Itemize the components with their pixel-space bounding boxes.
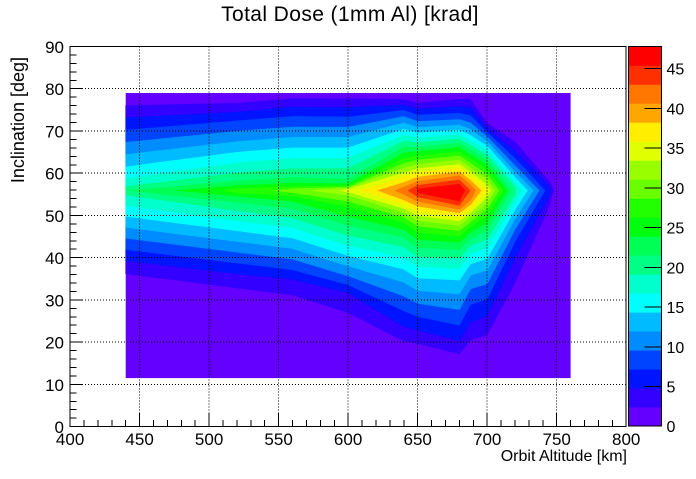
svg-text:450: 450 (125, 430, 153, 449)
svg-text:500: 500 (195, 430, 223, 449)
svg-text:650: 650 (404, 430, 432, 449)
svg-text:800: 800 (612, 430, 640, 449)
svg-text:50: 50 (45, 207, 64, 226)
svg-text:600: 600 (334, 430, 362, 449)
svg-text:90: 90 (45, 38, 64, 57)
svg-text:400: 400 (56, 430, 84, 449)
svg-text:550: 550 (264, 430, 292, 449)
svg-text:20: 20 (45, 334, 64, 353)
svg-text:0: 0 (55, 418, 64, 437)
svg-text:40: 40 (667, 102, 685, 119)
svg-text:80: 80 (45, 80, 64, 99)
svg-text:15: 15 (667, 300, 685, 317)
svg-text:30: 30 (45, 291, 64, 310)
svg-text:35: 35 (667, 141, 685, 158)
svg-text:30: 30 (667, 181, 685, 198)
svg-text:0: 0 (667, 419, 676, 436)
svg-text:Orbit Altitude [km]: Orbit Altitude [km] (501, 448, 627, 465)
svg-text:20: 20 (667, 260, 685, 277)
svg-text:25: 25 (667, 221, 685, 238)
svg-text:Total Dose (1mm Al) [krad]: Total Dose (1mm Al) [krad] (221, 3, 479, 26)
svg-text:70: 70 (45, 123, 64, 142)
svg-text:40: 40 (45, 249, 64, 268)
svg-text:750: 750 (543, 430, 571, 449)
svg-text:700: 700 (473, 430, 501, 449)
svg-text:60: 60 (45, 165, 64, 184)
svg-text:45: 45 (667, 62, 685, 79)
svg-text:10: 10 (667, 340, 685, 357)
svg-text:10: 10 (45, 376, 64, 395)
svg-text:Inclination [deg]: Inclination [deg] (8, 57, 28, 183)
svg-text:5: 5 (667, 380, 676, 397)
